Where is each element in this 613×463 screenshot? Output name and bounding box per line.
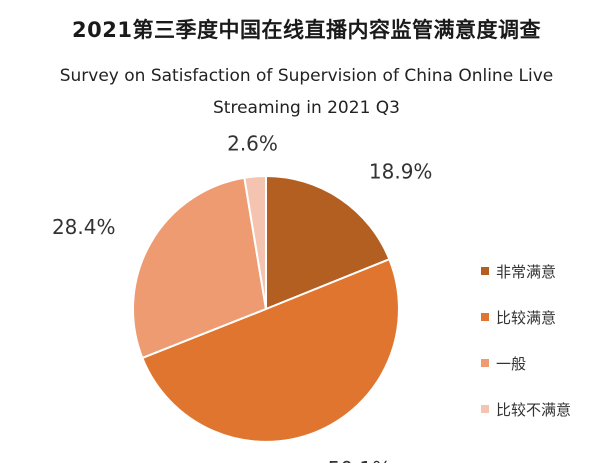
slice-value-label: 28.4%: [52, 215, 116, 239]
legend-label: 比较不满意: [496, 400, 572, 419]
slice-value-label: 50.1%: [328, 457, 392, 463]
pie-labels: 18.9% 50.1% 28.4% 2.6%: [52, 132, 432, 463]
legend-item: 比较不满意: [481, 394, 571, 424]
chart-title: 2021第三季度中国在线直播内容监管满意度调查: [72, 18, 541, 42]
chart-legend: 非常满意比较满意一般比较不满意: [481, 256, 571, 440]
legend-item: 非常满意: [481, 256, 571, 286]
legend-label: 非常满意: [496, 262, 557, 281]
chart-subtitle: Survey on Satisfaction of Supervision of…: [59, 66, 554, 118]
legend-swatch: [481, 267, 489, 275]
legend-swatch: [481, 313, 489, 321]
slice-value-label: 2.6%: [227, 132, 278, 156]
legend-label: 一般: [496, 354, 527, 373]
legend-item: 一般: [481, 348, 571, 378]
slice-value-label: 18.9%: [369, 159, 433, 183]
pie-slice: [265, 174, 391, 311]
pie-slice: [141, 257, 400, 443]
legend-label: 比较满意: [496, 308, 557, 327]
pie-slice: [132, 176, 268, 360]
legend-item: 比较满意: [481, 302, 571, 332]
pie-slices: [132, 174, 400, 443]
legend-swatch: [481, 359, 489, 367]
pie-slice: [243, 174, 267, 310]
legend-swatch: [481, 405, 489, 413]
